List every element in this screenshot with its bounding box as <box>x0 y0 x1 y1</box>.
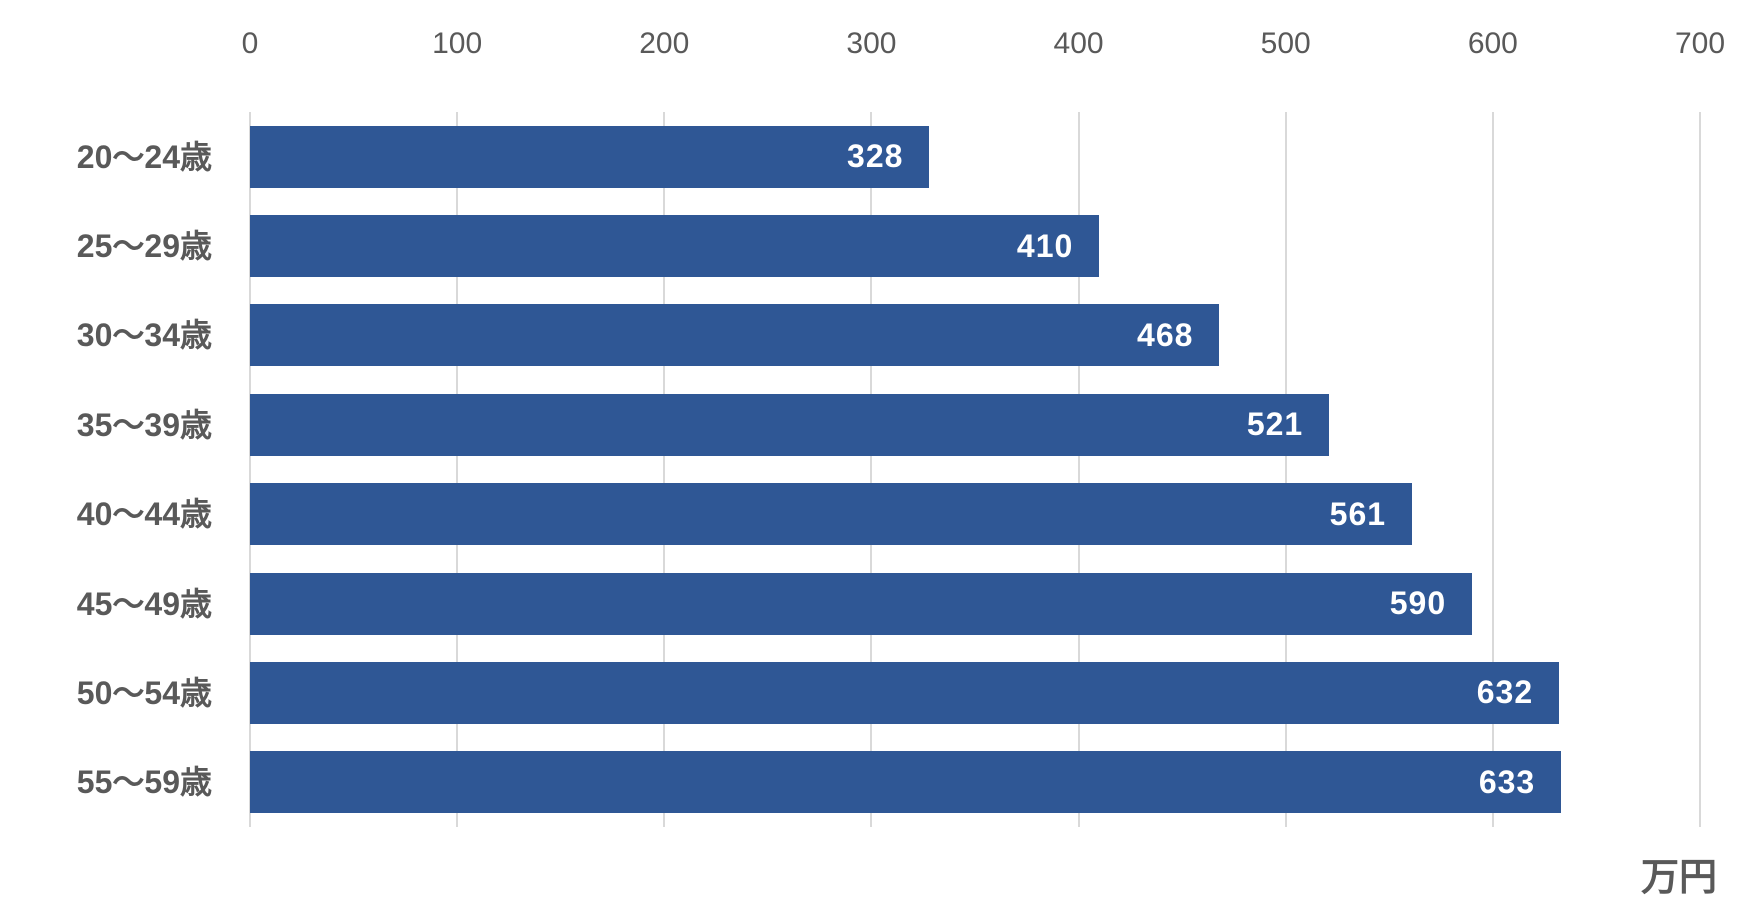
bar-value-label: 410 <box>1016 227 1074 264</box>
category-label: 35～39歳 <box>76 406 212 443</box>
gridline <box>249 112 251 827</box>
category-label: 55～59歳 <box>76 764 212 801</box>
category-axis: 20～24歳 25～29歳 30～34歳 35～39歳 40～44歳 45～49歳 50～5… <box>0 112 212 827</box>
category-label: 45～49歳 <box>76 585 212 622</box>
gridline <box>1077 112 1080 827</box>
bar: 521 <box>250 393 1330 456</box>
gridline <box>870 112 873 827</box>
gridline <box>1699 112 1701 827</box>
x-axis-tick-label: 700 <box>1674 27 1726 60</box>
gridline <box>663 112 666 827</box>
gridline <box>1491 112 1494 827</box>
x-axis-tick-label: 600 <box>1467 27 1518 60</box>
x-axis: 0 100 200 300 400 500 600 700 <box>0 0 1751 112</box>
gridline <box>1284 112 1287 827</box>
x-axis-tick-label: 500 <box>1260 27 1311 60</box>
x-axis-tick-label: 0 <box>241 27 259 60</box>
bar-value-label: 328 <box>847 138 904 175</box>
bar: 328 <box>250 125 930 188</box>
x-axis-tick-label: 200 <box>639 27 690 60</box>
x-axis-tick-label: 300 <box>846 27 897 60</box>
bar-value-label: 468 <box>1137 316 1194 353</box>
bar-value-label: 590 <box>1389 585 1447 622</box>
plot-area: 328 410 468 521 561 590 632 633 <box>249 112 1701 827</box>
bar: 410 <box>250 215 1100 278</box>
bar-value-label: 632 <box>1476 674 1534 711</box>
x-axis-tick-label: 400 <box>1053 27 1104 60</box>
category-label: 30～34歳 <box>76 317 212 354</box>
bar-value-label: 561 <box>1329 495 1387 532</box>
bar: 633 <box>250 751 1562 814</box>
gridline <box>456 112 459 827</box>
x-axis-tick-label: 100 <box>432 27 483 60</box>
bar: 468 <box>250 304 1220 367</box>
category-label: 40～44歳 <box>76 496 212 533</box>
category-label: 20～24歳 <box>76 138 212 175</box>
bar: 632 <box>250 661 1560 724</box>
category-label: 50～54歳 <box>76 674 212 711</box>
category-label: 25～29歳 <box>76 228 212 265</box>
bar-value-label: 521 <box>1246 406 1304 443</box>
bar-value-label: 633 <box>1478 763 1536 800</box>
unit-label: 万円 <box>1640 857 1717 899</box>
bar: 590 <box>250 572 1473 635</box>
bar: 561 <box>250 483 1413 546</box>
